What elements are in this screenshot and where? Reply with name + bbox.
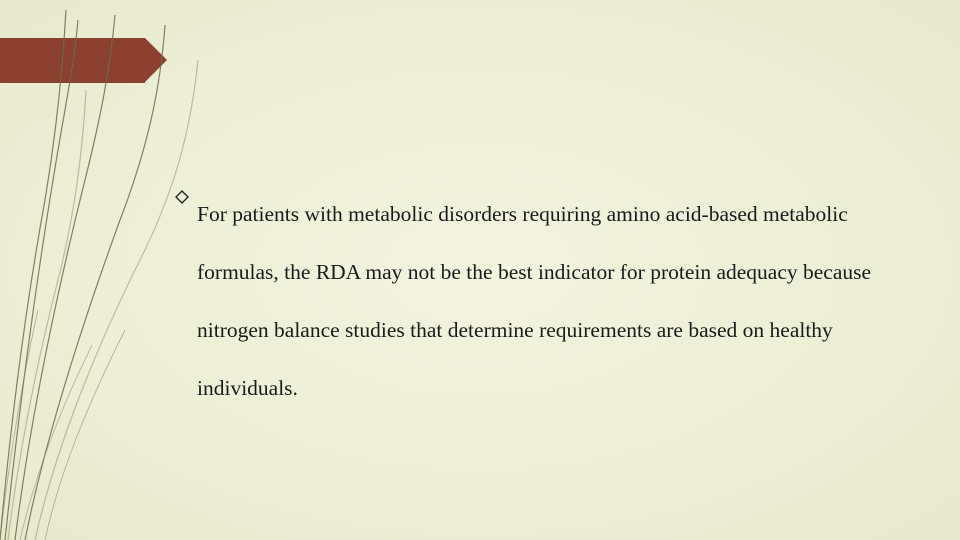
bullet-text: For patients with metabolic disorders re… — [197, 185, 905, 417]
accent-bar — [0, 38, 145, 83]
diamond-bullet-icon — [175, 190, 189, 204]
content-area: For patients with metabolic disorders re… — [175, 185, 905, 417]
bullet-item: For patients with metabolic disorders re… — [175, 185, 905, 417]
slide: For patients with metabolic disorders re… — [0, 0, 960, 540]
accent-chevron-icon — [145, 38, 167, 82]
